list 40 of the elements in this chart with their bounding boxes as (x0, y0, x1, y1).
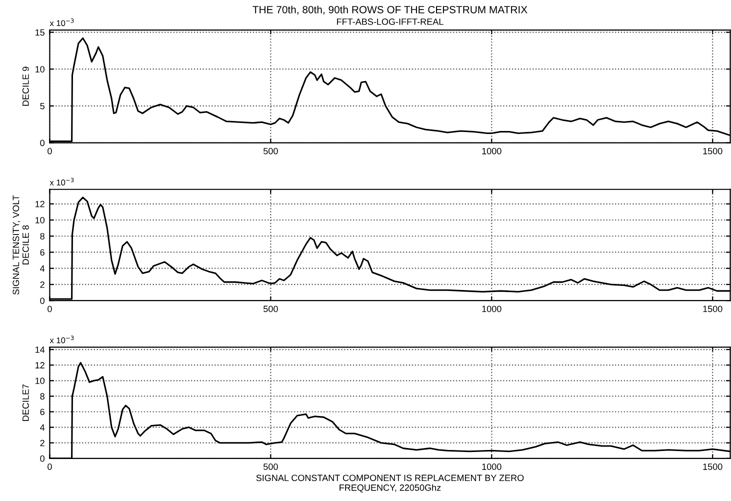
y-tick-label: 6 (40, 408, 44, 416)
x-tick-label: 1000 (482, 464, 502, 470)
text: x 10$^{−3}$ (50, 18, 74, 26)
x-tick-label: 1500 (703, 148, 722, 154)
y-tick-label: 12 (35, 362, 44, 368)
y-tick-label: 8 (40, 233, 44, 240)
x-tick-label: 0 (48, 464, 52, 470)
y-tick-label: 8 (40, 393, 44, 400)
y-tick-label: 4 (40, 265, 45, 272)
text: x 10$^{−3}$ (50, 178, 74, 186)
x-tick-label: 500 (264, 148, 278, 154)
y-axis-title: DECILE 9 (22, 66, 29, 106)
x-tick-label: 500 (264, 464, 278, 470)
y-tick-label: 14 (35, 346, 45, 353)
y-tick-label: 5 (40, 103, 44, 110)
y-tick-label: 2 (40, 440, 44, 446)
text: x 10$^{−3}$ (50, 336, 74, 344)
x-tick-label: 1000 (482, 306, 502, 312)
x-tick-label: 0 (48, 306, 52, 312)
y-axis-title: DECILE7 (22, 384, 29, 421)
y-tick-label: 15 (35, 29, 44, 36)
y-tick-label: 6 (40, 249, 44, 256)
x-tick-label: 0 (48, 148, 52, 154)
x-tick-label: 1500 (703, 464, 722, 470)
y-tick-label: 12 (35, 200, 44, 208)
y-tick-label: 0 (40, 140, 44, 146)
chart-subtitle: FFT-ABS-LOG-IFFT-REAL (337, 18, 444, 25)
x-tick-label: 500 (264, 306, 278, 312)
y-tick-label: 0 (40, 455, 44, 462)
x-tick-label: 1000 (482, 148, 502, 154)
x-axis-title: SIGNAL CONSTANT COMPONENT IS REPLACEMENT BY ZERO FREQUENCY, 22050Ghz (256, 474, 524, 492)
y-tick-label: 2 (40, 281, 44, 288)
y-tick-label: 10 (35, 378, 44, 384)
x-tick-label: 1500 (703, 306, 722, 312)
y-tick-label: 0 (40, 298, 44, 304)
y-tick-label: 10 (35, 216, 44, 224)
chart-title: THE 70th, 80th, 90th ROWS OF THE CEPSTRUM MATRIX (252, 6, 528, 15)
y-tick-label: 10 (35, 66, 44, 72)
y-axis-title: SIGNAL TENSITY, VOLT DECILE 8 (12, 195, 29, 295)
y-tick-label: 4 (40, 424, 45, 431)
